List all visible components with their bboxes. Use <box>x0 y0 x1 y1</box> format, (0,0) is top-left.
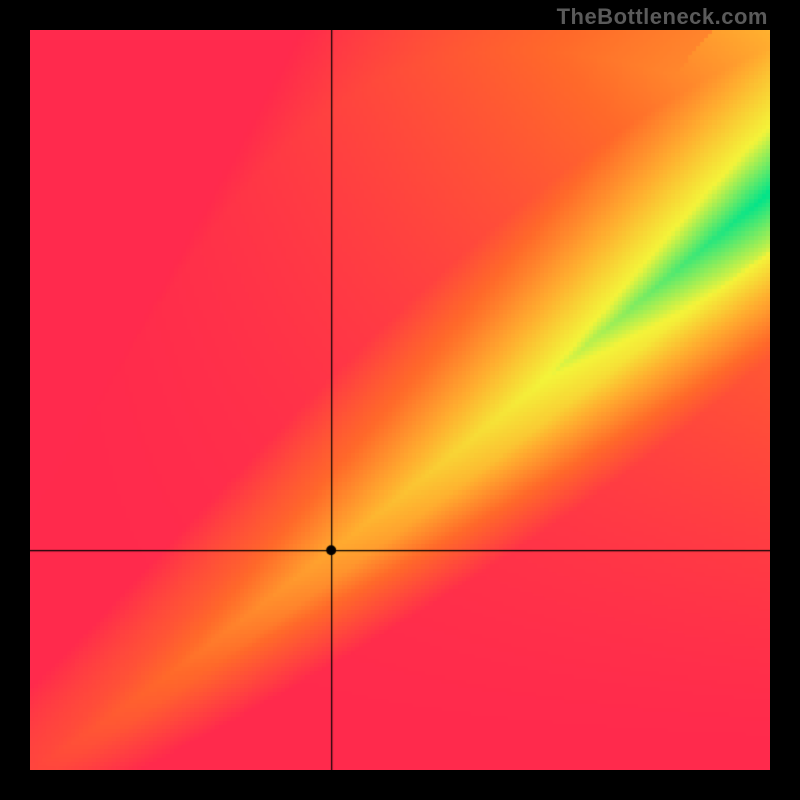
watermark-text: TheBottleneck.com <box>557 4 768 30</box>
bottleneck-heatmap <box>30 30 770 770</box>
